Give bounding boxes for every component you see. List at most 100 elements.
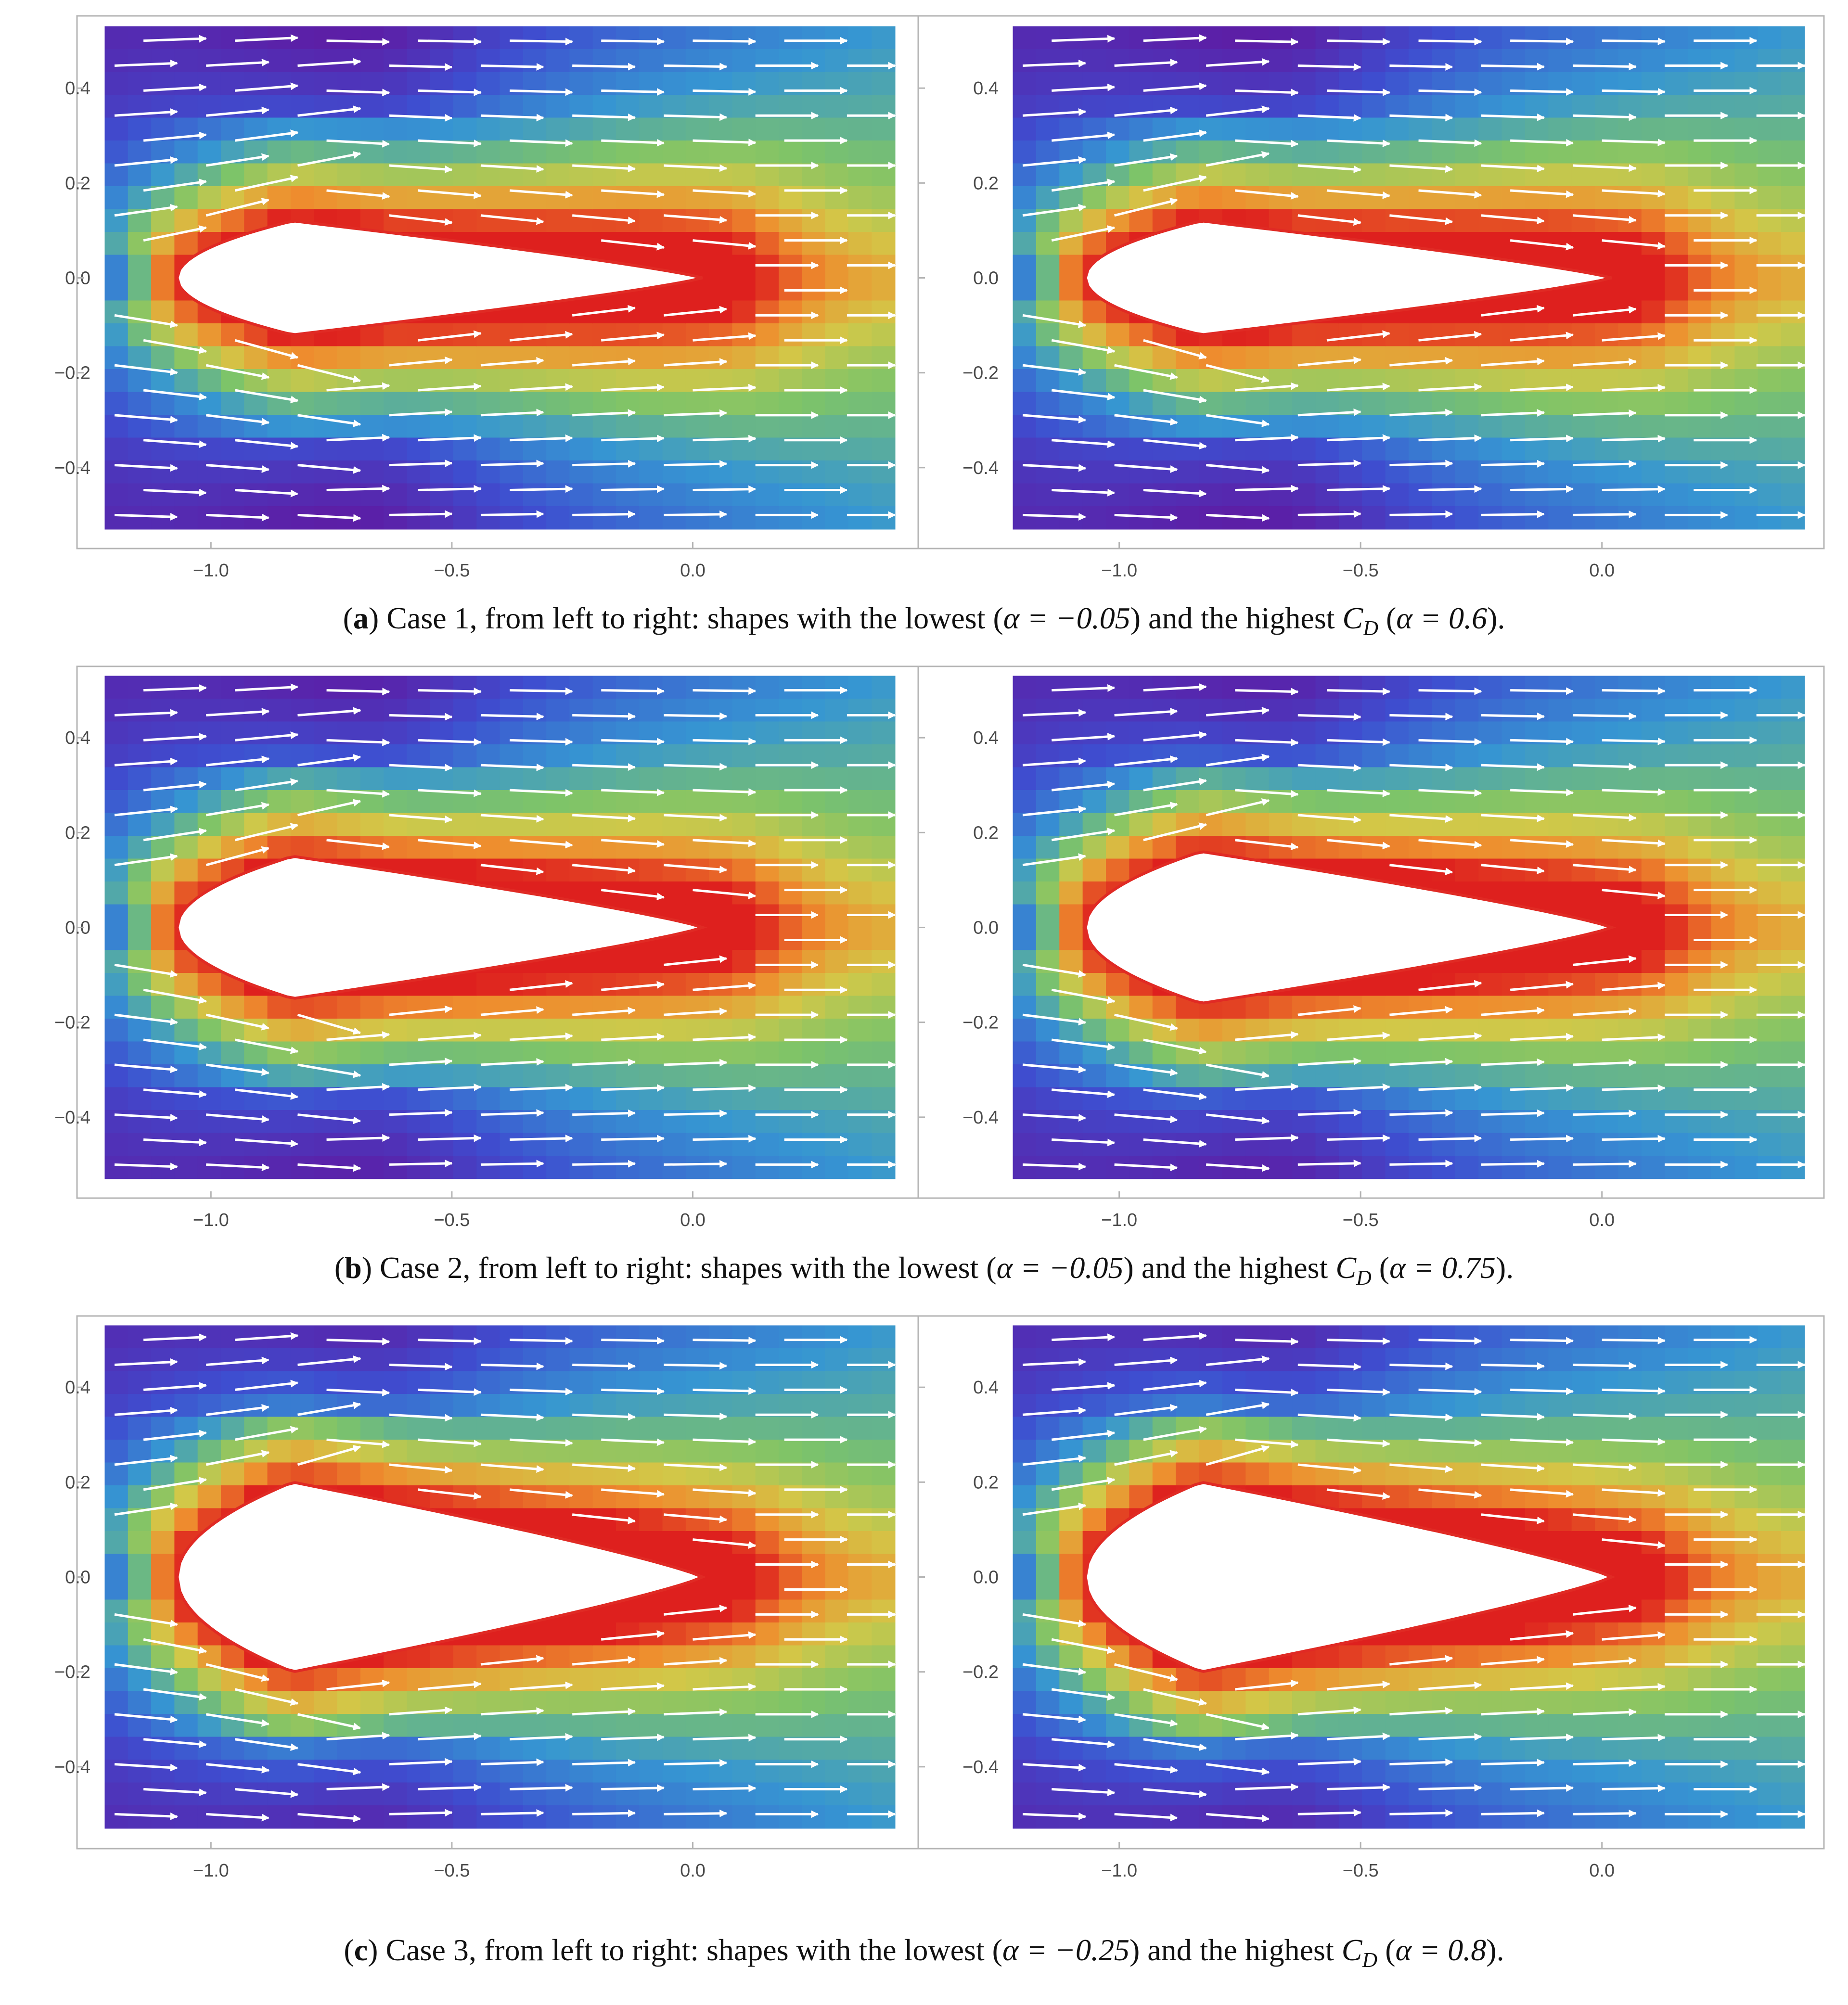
heatmap-cell xyxy=(662,1087,686,1111)
heatmap-cell xyxy=(1013,26,1037,50)
heatmap-cell xyxy=(1059,1110,1083,1134)
stream-arrow xyxy=(1297,408,1361,417)
heatmap-cell xyxy=(1781,437,1805,461)
heatmap-cell xyxy=(546,1417,570,1440)
stream-arrow xyxy=(1602,88,1666,96)
heatmap-cell xyxy=(337,1691,361,1714)
heatmap-cell xyxy=(872,72,896,95)
heatmap-cell xyxy=(197,1485,221,1509)
heatmap-cell xyxy=(1734,813,1758,836)
heatmap-cell xyxy=(244,721,268,745)
stream-arrow xyxy=(1602,434,1666,443)
heatmap-cell xyxy=(1292,996,1316,1019)
heatmap-cell xyxy=(848,163,873,187)
heatmap-cell xyxy=(197,1041,221,1065)
heatmap-cell xyxy=(1665,26,1689,50)
heatmap-cell xyxy=(1152,1782,1177,1806)
heatmap-cell xyxy=(1781,1133,1805,1156)
heatmap-cell xyxy=(174,1087,198,1111)
heatmap-cell xyxy=(1595,209,1619,232)
heatmap-cell xyxy=(314,1087,338,1111)
heatmap-cell xyxy=(290,1087,315,1111)
heatmap-cell xyxy=(360,460,385,484)
heatmap-cell xyxy=(709,1440,733,1463)
heatmap-cell xyxy=(1013,1462,1037,1486)
heatmap-cell xyxy=(1525,950,1549,973)
heatmap-cell xyxy=(430,767,454,791)
heatmap-cell xyxy=(779,323,803,347)
stream-arrow xyxy=(1051,179,1116,192)
heatmap-cell xyxy=(1688,790,1712,814)
heatmap-cell xyxy=(662,1737,686,1760)
heatmap-cell xyxy=(360,392,385,415)
heatmap-cell xyxy=(1571,1041,1596,1065)
heatmap-cell xyxy=(1338,95,1363,118)
heatmap-cell xyxy=(639,1714,663,1737)
heatmap-cell xyxy=(500,95,524,118)
heatmap-cell xyxy=(1082,836,1107,859)
heatmap-cell xyxy=(569,506,593,530)
heatmap-cell xyxy=(244,1782,268,1806)
heatmap-cell xyxy=(685,767,710,791)
heatmap-cell xyxy=(709,904,733,928)
heatmap-cell xyxy=(500,346,524,370)
heatmap-cell xyxy=(639,232,663,255)
heatmap-cell xyxy=(1432,996,1456,1019)
stream-arrow xyxy=(389,214,453,226)
heatmap-cell xyxy=(1152,460,1177,484)
stream-arrow xyxy=(297,58,361,67)
heatmap-cell xyxy=(1362,26,1386,50)
heatmap-cell xyxy=(523,1462,547,1486)
heatmap-cell xyxy=(407,506,431,530)
stream-arrow xyxy=(1573,712,1637,720)
heatmap-cell xyxy=(1432,163,1456,187)
heatmap-cell xyxy=(453,813,477,836)
heatmap-cell xyxy=(662,836,686,859)
heatmap-cell xyxy=(453,1110,477,1134)
stream-arrow xyxy=(1481,305,1545,317)
heatmap-cell xyxy=(244,72,268,95)
heatmap-cell xyxy=(1502,1041,1526,1065)
heatmap-cell xyxy=(848,1064,873,1088)
heatmap-cell xyxy=(779,1440,803,1463)
stream-arrow xyxy=(1418,88,1482,96)
heatmap-cell xyxy=(1013,117,1037,141)
heatmap-cell xyxy=(128,790,152,814)
stream-arrow xyxy=(1418,485,1482,493)
heatmap-cell xyxy=(523,1417,547,1440)
heatmap-cell xyxy=(1455,1508,1479,1532)
stream-arrow xyxy=(480,164,544,173)
heatmap-cell xyxy=(732,699,756,722)
heatmap-cell xyxy=(662,95,686,118)
heatmap-cell xyxy=(802,881,826,905)
heatmap-cell xyxy=(802,140,826,164)
heatmap-cell xyxy=(1013,1622,1037,1646)
heatmap-cell xyxy=(1036,1110,1060,1134)
stream-arrow xyxy=(143,179,207,192)
heatmap-cell xyxy=(337,140,361,164)
heatmap-cell xyxy=(1082,1371,1107,1394)
heatmap-cell xyxy=(732,790,756,814)
heatmap-cell xyxy=(1781,140,1805,164)
heatmap-cell xyxy=(1059,95,1083,118)
heatmap-cell xyxy=(453,186,477,210)
stream-arrow xyxy=(143,488,207,497)
stream-arrow xyxy=(389,408,453,417)
heatmap-cell xyxy=(1036,72,1060,95)
heatmap-cell xyxy=(1129,72,1153,95)
heatmap-cell xyxy=(1082,1348,1107,1372)
heatmap-cell xyxy=(802,392,826,415)
stream-arrow xyxy=(1235,382,1299,392)
stream-arrow xyxy=(114,513,178,521)
heatmap-cell xyxy=(1199,49,1223,73)
heatmap-cell xyxy=(267,140,291,164)
heatmap-cell xyxy=(755,1440,780,1463)
heatmap-cell xyxy=(1245,1417,1270,1440)
heatmap-cell xyxy=(104,973,128,996)
heatmap-cell xyxy=(1409,1417,1433,1440)
heatmap-cell xyxy=(174,1371,198,1394)
heatmap-cell xyxy=(1711,676,1735,699)
heatmap-cell xyxy=(802,676,826,699)
heatmap-cell xyxy=(476,1668,500,1692)
heatmap-cell xyxy=(872,699,896,722)
